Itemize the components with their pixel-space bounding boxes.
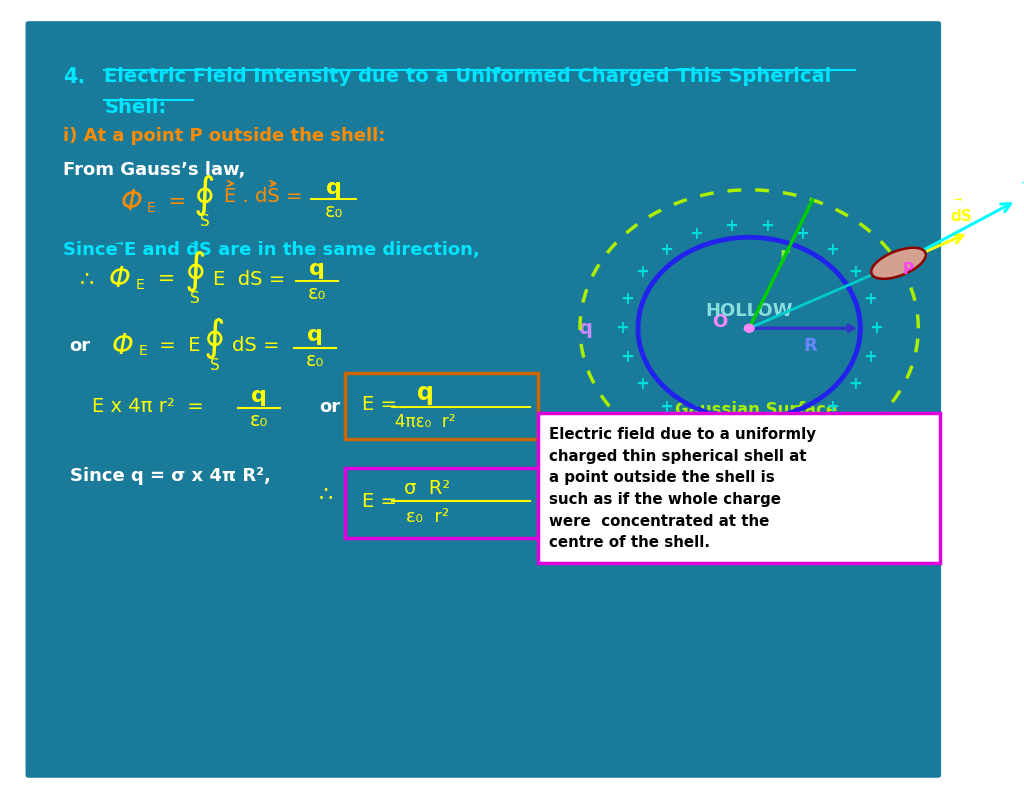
Text: +: + bbox=[760, 422, 774, 440]
Text: +: + bbox=[863, 290, 878, 308]
Text: =: = bbox=[151, 269, 181, 290]
Text: or: or bbox=[70, 337, 91, 354]
Text: S: S bbox=[210, 358, 219, 373]
Text: q: q bbox=[417, 381, 434, 405]
Text: HOLLOW: HOLLOW bbox=[706, 302, 793, 320]
Text: +: + bbox=[760, 217, 774, 235]
Text: S: S bbox=[200, 214, 210, 229]
Text: E: E bbox=[138, 344, 147, 358]
Text: R: R bbox=[804, 337, 817, 354]
Circle shape bbox=[744, 324, 754, 332]
Text: From Gauss’s law,: From Gauss’s law, bbox=[62, 161, 245, 180]
Text: +: + bbox=[849, 375, 862, 393]
Text: +: + bbox=[724, 422, 738, 440]
Text: ε₀: ε₀ bbox=[308, 284, 327, 303]
Text: +: + bbox=[868, 320, 883, 337]
Text: q: q bbox=[251, 386, 267, 407]
Text: Since ⃗E and d⃗S are in the same direction,: Since ⃗E and d⃗S are in the same directi… bbox=[62, 241, 479, 259]
Text: E: E bbox=[146, 201, 156, 215]
Text: Φ: Φ bbox=[121, 187, 142, 216]
FancyBboxPatch shape bbox=[345, 468, 539, 538]
Text: or: or bbox=[319, 398, 340, 415]
Text: +: + bbox=[795, 225, 809, 243]
Text: +: + bbox=[825, 241, 839, 259]
Text: ∮: ∮ bbox=[195, 173, 216, 216]
Text: +: + bbox=[795, 414, 809, 432]
Text: ∮: ∮ bbox=[184, 250, 206, 293]
Text: ∴: ∴ bbox=[319, 484, 333, 505]
Text: E =: E = bbox=[361, 396, 402, 414]
Text: q: q bbox=[578, 319, 592, 338]
Text: ∮: ∮ bbox=[204, 316, 225, 359]
Text: Shell:: Shell: bbox=[104, 98, 167, 117]
Text: S: S bbox=[190, 292, 200, 306]
Text: +: + bbox=[724, 217, 738, 235]
Text: σ  R²: σ R² bbox=[404, 479, 451, 498]
Text: =: = bbox=[163, 191, 194, 212]
FancyBboxPatch shape bbox=[345, 373, 539, 439]
Text: +: + bbox=[621, 349, 635, 366]
Text: …………: ………… bbox=[597, 400, 676, 419]
Text: q: q bbox=[326, 178, 341, 199]
Text: Φ: Φ bbox=[112, 331, 133, 360]
Text: E  dS =: E dS = bbox=[213, 270, 291, 289]
Text: Electric Field Intensity due to a Uniformed Charged This Spherical: Electric Field Intensity due to a Unifor… bbox=[104, 67, 831, 86]
Text: ⃗
dS: ⃗ dS bbox=[950, 197, 972, 225]
Text: +: + bbox=[621, 290, 635, 308]
Text: E =: E = bbox=[361, 492, 402, 511]
Text: Gaussian Surface: Gaussian Surface bbox=[675, 401, 837, 418]
Text: +: + bbox=[615, 320, 630, 337]
Text: O: O bbox=[713, 313, 728, 331]
Text: 4.: 4. bbox=[62, 67, 85, 87]
Text: +: + bbox=[659, 398, 673, 415]
Text: dS =: dS = bbox=[232, 336, 286, 355]
Text: ∴: ∴ bbox=[79, 269, 93, 290]
Text: +: + bbox=[825, 398, 839, 415]
Text: +: + bbox=[849, 263, 862, 282]
Text: =  E: = E bbox=[153, 336, 201, 355]
Text: E: E bbox=[135, 278, 144, 292]
Text: +: + bbox=[689, 225, 703, 243]
Text: ε₀: ε₀ bbox=[306, 351, 325, 370]
Text: r: r bbox=[779, 246, 788, 265]
FancyBboxPatch shape bbox=[25, 20, 942, 779]
Text: E . dS =: E . dS = bbox=[224, 187, 309, 206]
Text: 4πε₀  r²: 4πε₀ r² bbox=[395, 413, 456, 430]
Ellipse shape bbox=[871, 248, 926, 279]
Text: ε₀: ε₀ bbox=[325, 202, 343, 221]
Text: Φ: Φ bbox=[109, 265, 130, 293]
Text: i) At a point P outside the shell:: i) At a point P outside the shell: bbox=[62, 127, 385, 145]
Text: q: q bbox=[309, 259, 325, 279]
Text: E x 4π r²  =: E x 4π r² = bbox=[92, 397, 204, 416]
Text: +: + bbox=[863, 349, 878, 366]
Text: P: P bbox=[902, 262, 913, 277]
FancyBboxPatch shape bbox=[539, 413, 940, 563]
Text: +: + bbox=[636, 263, 649, 282]
Text: ε₀  r²: ε₀ r² bbox=[406, 508, 449, 525]
Text: Electric field due to a uniformly
charged thin spherical shell at
a point outsid: Electric field due to a uniformly charge… bbox=[549, 427, 816, 550]
Text: +: + bbox=[689, 414, 703, 432]
Text: +: + bbox=[659, 241, 673, 259]
Text: ε₀: ε₀ bbox=[250, 411, 268, 430]
Text: Since q = σ x 4π R²,: Since q = σ x 4π R², bbox=[70, 467, 270, 485]
Text: q: q bbox=[307, 325, 323, 346]
Text: +: + bbox=[636, 375, 649, 393]
